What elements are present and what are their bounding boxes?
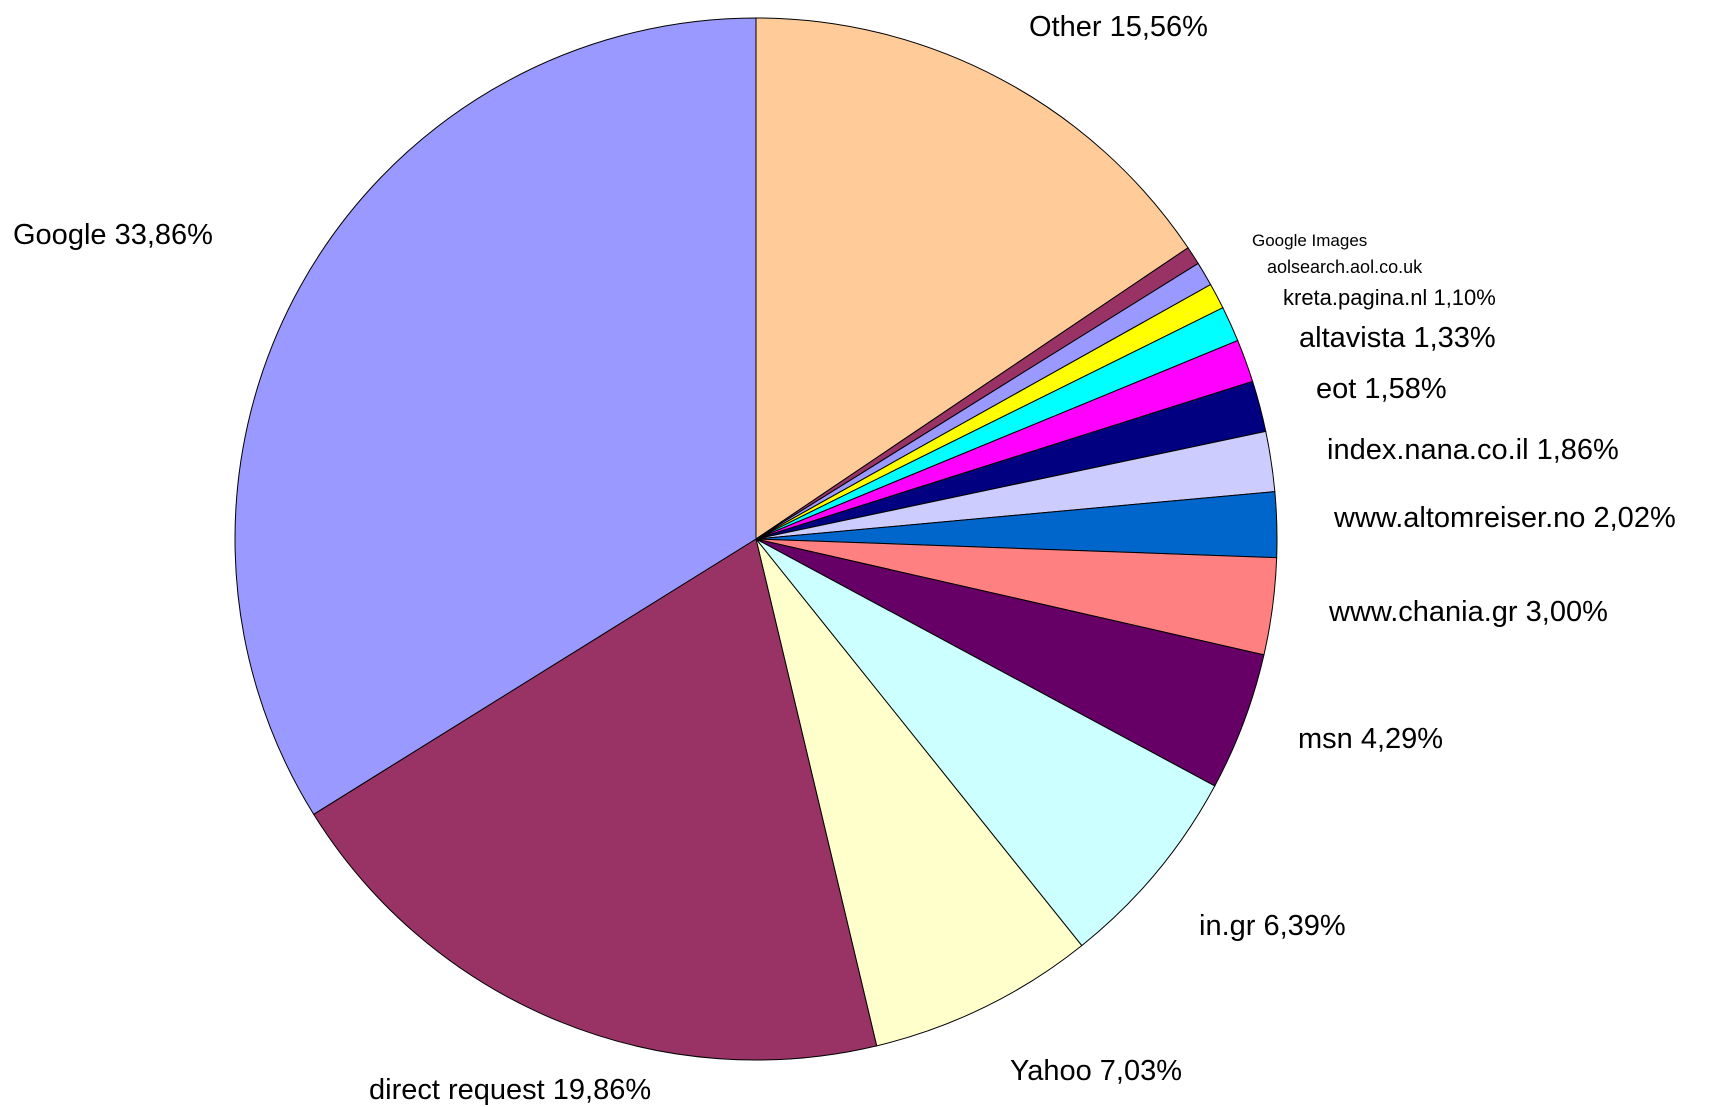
slice-value: 15,56% (1110, 11, 1208, 43)
slice-label: in.gr 6,39% (1199, 910, 1346, 942)
slice-value: 4,29% (1361, 723, 1443, 755)
slice-name: www.altomreiser.no (1333, 502, 1585, 534)
slice-name: www.chania.gr (1328, 596, 1518, 628)
slice-value: 6,39% (1263, 910, 1345, 942)
slice-label: index.nana.co.il 1,86% (1327, 434, 1619, 466)
slice-value: 7,03% (1100, 1055, 1182, 1087)
slice-name: direct request (369, 1074, 545, 1106)
pie-slice (312, 538, 878, 1061)
slice-value: 3,00% (1526, 596, 1608, 628)
slice-label: Google 33,86% (13, 219, 213, 251)
slice-name: index.nana.co.il (1327, 434, 1529, 466)
slice-label: Yahoo 7,03% (1010, 1055, 1182, 1087)
slice-label: kreta.pagina.nl 1,10% (1283, 285, 1496, 310)
slice-label: aolsearch.aol.co.uk (1267, 257, 1423, 277)
pie-slice (755, 538, 1216, 947)
slice-value: 1,86% (1537, 434, 1619, 466)
pie-slice (755, 538, 1083, 1047)
slice-name: in.gr (1199, 910, 1256, 942)
slice-name: msn (1298, 723, 1353, 755)
slice-value: 1,10% (1433, 285, 1495, 310)
slice-label: direct request 19,86% (369, 1074, 651, 1106)
slice-value: 2,02% (1594, 502, 1676, 534)
slice-value: 33,86% (115, 219, 213, 251)
slice-name: Google (13, 219, 107, 251)
slice-name: altavista (1299, 322, 1406, 354)
pie-slice (755, 17, 1189, 540)
slice-value: 19,86% (553, 1074, 651, 1106)
slice-value: 1,58% (1364, 373, 1446, 405)
slice-label: www.chania.gr 3,00% (1328, 596, 1608, 628)
slice-label: Google Images (1252, 231, 1367, 250)
slice-label: altavista 1,33% (1299, 322, 1496, 354)
slice-label: eot 1,58% (1316, 373, 1447, 405)
slice-label: msn 4,29% (1298, 723, 1443, 755)
slice-name: eot (1316, 373, 1356, 405)
slice-label: Other 15,56% (1029, 11, 1208, 43)
slice-name: Google Images (1252, 231, 1367, 250)
slice-name: Other (1029, 11, 1102, 43)
slice-value: 1,33% (1413, 322, 1495, 354)
slice-label: www.altomreiser.no 2,02% (1333, 502, 1676, 534)
slice-name: kreta.pagina.nl (1283, 285, 1427, 310)
slice-name: Yahoo (1010, 1055, 1092, 1087)
slice-name: aolsearch.aol.co.uk (1267, 257, 1423, 277)
pie-slice (234, 17, 757, 815)
